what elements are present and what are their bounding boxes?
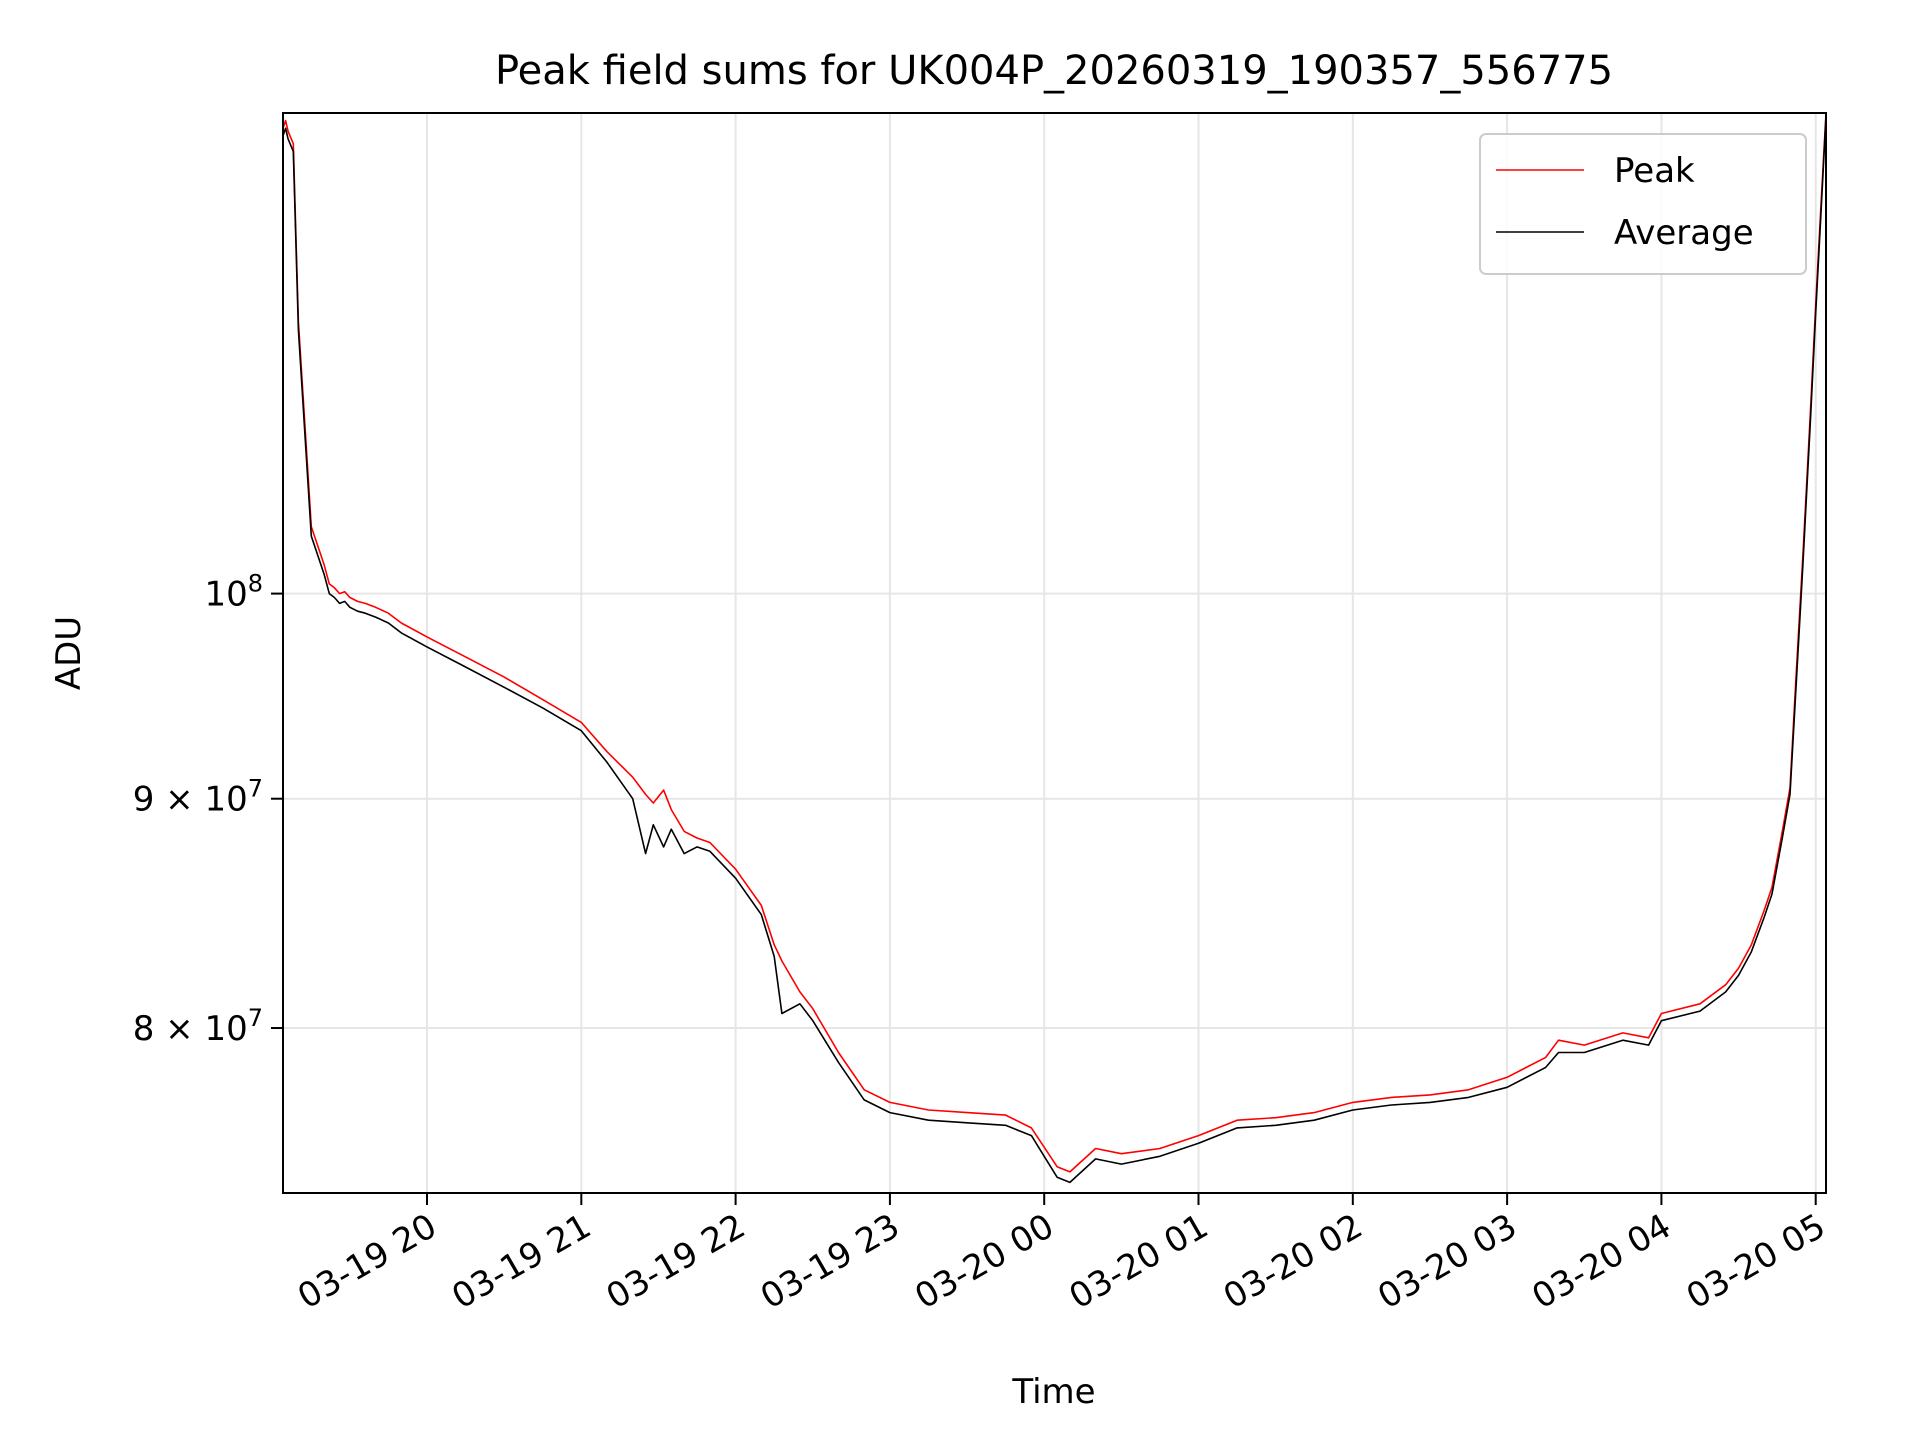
gridlines [283,113,1826,1193]
legend: Peak Average [1479,133,1807,275]
series-layer [282,112,1827,1184]
y-axis-label: ADU [49,616,89,690]
y-tick-label: 108 [204,570,263,615]
chart-title: Peak field sums for UK004P_20260319_1903… [495,48,1613,94]
series-line-peak [282,112,1827,1173]
series-line-average [282,115,1827,1184]
y-axis: 108 9 × 107 8 × 107 [133,570,283,1049]
x-axis-label: Time [1011,1372,1095,1412]
y-tick-label: 9 × 107 [133,775,263,820]
legend-label-average: Average [1614,213,1754,253]
plot-frame [282,112,1827,1194]
y-tick-label: 8 × 107 [133,1004,263,1049]
legend-box [1479,133,1807,275]
legend-label-peak: Peak [1614,151,1695,191]
